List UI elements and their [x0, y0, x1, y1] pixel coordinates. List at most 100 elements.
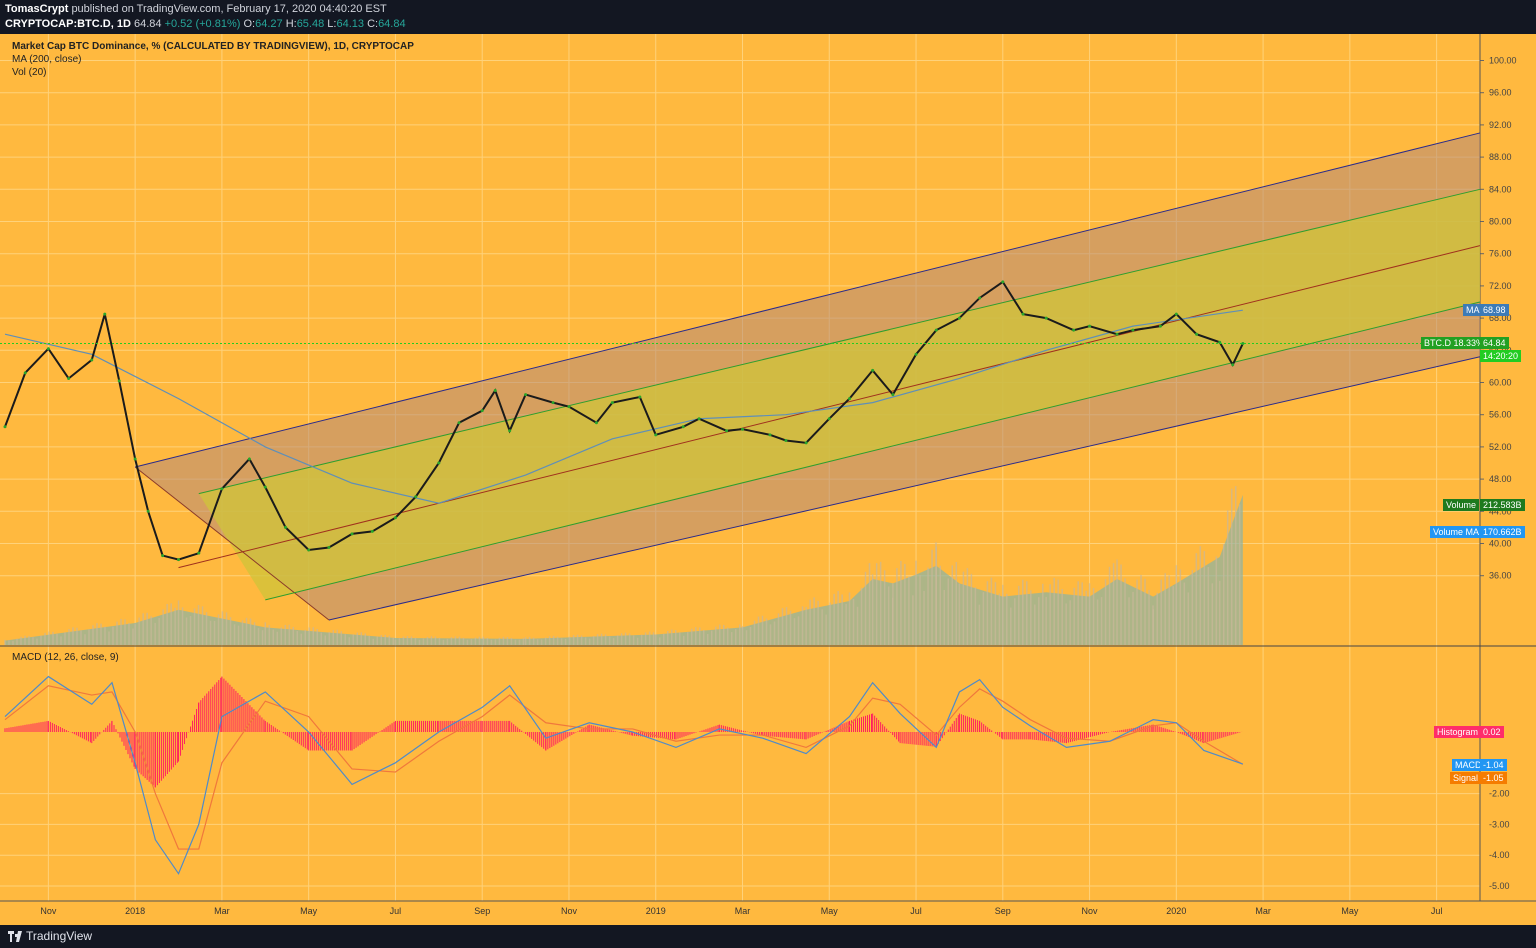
volume-tag-value: 212.583B [1480, 499, 1525, 511]
macd-legend[interactable]: MACD (12, 26, close, 9) [12, 652, 119, 663]
price-point [725, 429, 729, 433]
publish-header: TomasCrypt published on TradingView.com,… [0, 0, 1536, 34]
open-value: 64.27 [255, 18, 283, 30]
price-point [67, 376, 71, 380]
price-point [414, 495, 418, 499]
price-point [307, 548, 311, 552]
price-point [524, 393, 528, 397]
price-point [804, 441, 808, 445]
macd-y-tick-label: -3.00 [1489, 819, 1510, 829]
x-tick-label: Nov [1082, 906, 1099, 916]
x-tick-label: Sep [474, 906, 490, 916]
countdown-tag: 14:20:20 [1480, 350, 1522, 362]
x-tick-label: Sep [995, 906, 1011, 916]
price-tag-name: BTC.D 18.33% [1421, 337, 1488, 349]
tradingview-logo-icon [8, 931, 22, 942]
ohlc-line: CRYPTOCAP:BTC.D, 1D 64.84 +0.52 (+0.81%)… [5, 18, 406, 30]
chart-area[interactable]: Nov 2018 Mar May Jul Sep Nov 2019 Mar May Jul Sep No… [0, 34, 1536, 925]
histogram-tag-value: 0.02 [1480, 726, 1504, 738]
signal-tag-value: -1.05 [1480, 772, 1507, 784]
price-point [146, 509, 150, 513]
main-legend: Market Cap BTC Dominance, % (CALCULATED … [12, 40, 414, 79]
price-point [1044, 316, 1048, 320]
volume-tag-name: Volume [1443, 499, 1480, 511]
author-name[interactable]: TomasCrypt [5, 3, 69, 15]
macd-tag-name: MACD [1452, 759, 1485, 771]
price-point [327, 546, 331, 550]
macd-y-tick-label: -5.00 [1489, 881, 1510, 891]
ma-line [4, 309, 1243, 504]
channel-inner-upper-line [198, 188, 1481, 495]
low-label: L: [327, 18, 337, 30]
y-tick-label: 48.00 [1489, 474, 1512, 484]
price-point [681, 425, 685, 429]
price-point [978, 296, 982, 300]
price-point [768, 433, 772, 437]
x-tick-label: Mar [735, 906, 751, 916]
publish-info: published on TradingView.com, February 1… [71, 3, 387, 15]
price-point [784, 438, 788, 442]
macd-tag-value: -1.04 [1480, 759, 1507, 771]
ma-legend[interactable]: MA (200, close) [12, 54, 82, 65]
price-point [393, 516, 397, 520]
price-point [697, 417, 701, 421]
vol-legend[interactable]: Vol (20) [12, 67, 47, 78]
price-point [1195, 332, 1199, 336]
x-tick-label: May [821, 906, 839, 916]
chart-title[interactable]: Market Cap BTC Dominance, % (CALCULATED … [12, 41, 414, 52]
price-point [654, 433, 658, 437]
close-label: C: [367, 18, 379, 30]
price-point [23, 371, 27, 375]
price-point [197, 551, 201, 555]
macd-y-tick-label: -4.00 [1489, 850, 1510, 860]
price-point [1131, 328, 1135, 332]
price-point [90, 358, 94, 362]
y-tick-label: 80.00 [1489, 217, 1512, 227]
price-point [480, 409, 484, 413]
y-tick-label: 56.00 [1489, 410, 1512, 420]
price-point [638, 395, 642, 399]
x-tick-label: 2018 [125, 906, 145, 916]
price-point [370, 529, 374, 533]
price-point [1241, 342, 1245, 346]
macd-y-tick-label: -2.00 [1489, 789, 1510, 799]
price-point [551, 401, 555, 405]
price-point [1001, 280, 1005, 284]
x-tick-label: Mar [1255, 906, 1271, 916]
y-tick-label: 40.00 [1489, 539, 1512, 549]
x-tick-label: 2020 [1166, 906, 1186, 916]
price-point [741, 427, 744, 431]
price-point [914, 352, 918, 356]
price-point [350, 532, 354, 536]
y-tick-label: 44.00 [1489, 506, 1512, 516]
price-point [827, 417, 831, 421]
channel-median-line [178, 245, 1481, 569]
price-point [263, 485, 267, 489]
x-tick-label: 2019 [646, 906, 666, 916]
price-point [284, 525, 288, 529]
macd-line [4, 675, 1244, 875]
y-tick-label: 72.00 [1489, 281, 1512, 291]
volume-ma-area [5, 494, 1243, 645]
x-tick-label: Nov [561, 906, 578, 916]
price-line [4, 280, 1244, 561]
x-tick-label: May [300, 906, 318, 916]
price-point [1174, 312, 1178, 316]
price-point [133, 457, 137, 461]
histogram-tag-name: Histogram [1434, 726, 1482, 738]
y-tick-label: 96.00 [1489, 88, 1512, 98]
y-tick-label: 88.00 [1489, 152, 1512, 162]
x-tick-label: Jul [1431, 906, 1443, 916]
brand-name[interactable]: TradingView [26, 929, 93, 943]
price-tag-value: 64.84 [1480, 337, 1509, 349]
y-tick-label: 52.00 [1489, 442, 1512, 452]
price-point [46, 347, 50, 351]
price-point [493, 389, 497, 393]
chart-canvas[interactable]: Nov 2018 Mar May Jul Sep Nov 2019 Mar May Jul Sep No… [0, 34, 1536, 925]
price-point [1218, 340, 1222, 344]
price-point [1072, 328, 1076, 332]
ma-tag-value: 68.98 [1480, 304, 1509, 316]
price-change: +0.52 (+0.81%) [164, 18, 241, 30]
x-tick-label: Jul [390, 906, 402, 916]
channel-outer-upper-line [135, 132, 1481, 468]
